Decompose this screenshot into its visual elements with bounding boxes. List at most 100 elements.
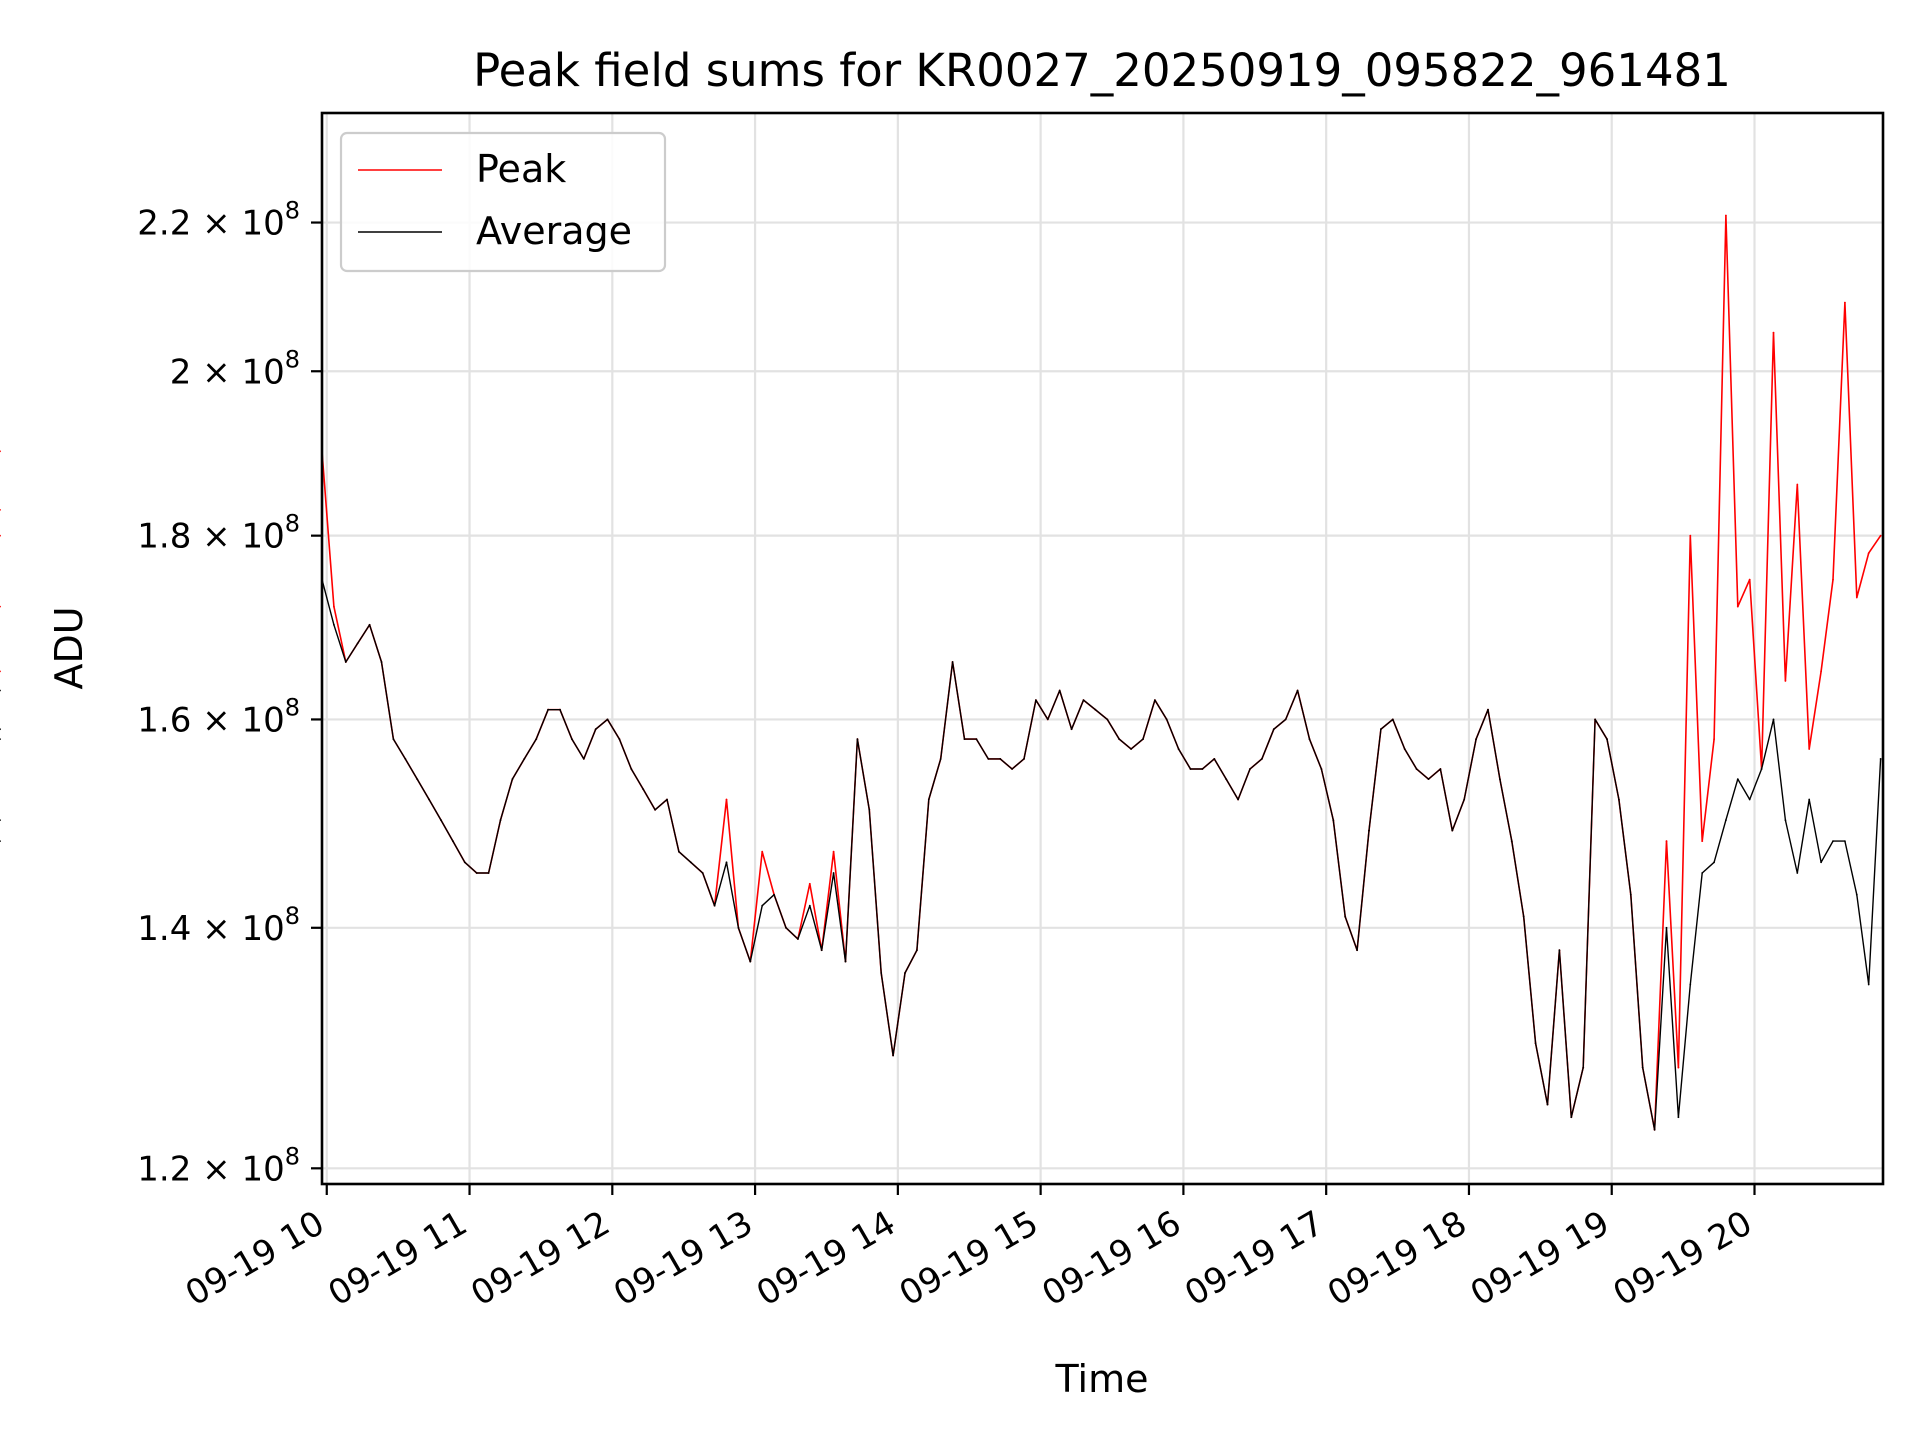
data-point-average <box>1677 1116 1680 1119</box>
data-point-average <box>594 728 597 731</box>
data-point-average <box>1023 758 1025 760</box>
data-point-average <box>1522 915 1525 918</box>
data-point-peak <box>0 509 1 511</box>
x-tick-label: 09-19 10 <box>179 1203 331 1314</box>
data-point-peak <box>0 534 1 537</box>
y-ticks: 1.2 × 108 1.4 × 108 1.6 × 108 1.8 × 108 2 × … <box>137 197 322 1189</box>
data-point-average <box>713 904 716 907</box>
x-tick-label: 09-19 14 <box>750 1203 902 1314</box>
data-point-average <box>1510 840 1513 842</box>
data-point-average <box>1106 718 1109 721</box>
data-point-average <box>0 738 1 740</box>
data-point-average <box>1796 872 1799 874</box>
x-tick-label: 09-19 15 <box>893 1203 1045 1314</box>
data-point-average <box>618 738 621 740</box>
data-point-peak <box>1772 331 1775 334</box>
data-point-average <box>678 850 680 853</box>
data-point-average <box>1832 840 1834 842</box>
data-point-average <box>1261 758 1263 760</box>
data-point-average <box>1391 718 1394 721</box>
data-point-average <box>1463 798 1466 801</box>
data-point-peak <box>1820 670 1822 673</box>
y-axis-label: ADU <box>47 606 91 689</box>
data-point-average <box>1427 778 1430 780</box>
series-line-peak <box>321 214 1882 1131</box>
plot-frame <box>320 111 1885 1186</box>
data-point-average <box>404 758 407 760</box>
data-point-peak <box>1725 214 1727 217</box>
data-point-peak <box>1677 1066 1680 1069</box>
data-point-average <box>606 718 609 721</box>
data-point-average <box>559 708 561 711</box>
data-point-average <box>820 949 823 952</box>
data-point-peak <box>1855 596 1858 599</box>
data-point-average <box>1344 915 1347 918</box>
data-point-average <box>1546 1103 1549 1106</box>
data-point-average <box>380 661 383 663</box>
data-point-average <box>1165 718 1168 721</box>
data-point-average <box>654 808 656 811</box>
data-point-average <box>487 872 490 874</box>
data-point-average <box>1070 728 1073 731</box>
data-point-average <box>1094 708 1097 711</box>
data-point-average <box>1487 708 1489 711</box>
data-point-average <box>333 623 335 626</box>
data-point-average <box>356 642 359 645</box>
data-point-average <box>1618 798 1620 801</box>
data-point-average <box>1177 748 1180 750</box>
data-point-average <box>1760 768 1763 770</box>
data-point-average <box>1011 768 1013 770</box>
data-point-average <box>892 1054 894 1057</box>
data-point-average <box>1808 798 1811 801</box>
data-point-average <box>1879 758 1882 760</box>
data-point-average <box>725 861 728 864</box>
data-point-peak <box>1701 840 1704 842</box>
data-point-average <box>1296 689 1299 692</box>
data-point-average <box>749 960 752 963</box>
data-point-average <box>1534 1042 1537 1045</box>
data-point-average <box>1725 819 1727 821</box>
data-point-average <box>1082 699 1085 701</box>
data-point-average <box>1748 798 1751 801</box>
data-point-peak <box>761 850 764 853</box>
data-point-average <box>1142 738 1144 740</box>
data-point-average <box>856 738 859 740</box>
data-point-average <box>1284 718 1287 721</box>
data-point-average <box>368 623 371 626</box>
data-point-average <box>416 778 419 780</box>
data-point-average <box>904 972 906 974</box>
data-point-average <box>701 872 704 874</box>
data-point-average <box>1130 748 1132 750</box>
data-point-peak <box>0 605 1 608</box>
data-point-average <box>1499 778 1501 780</box>
data-point-average <box>1154 699 1156 701</box>
x-tick-label: 09-19 16 <box>1036 1203 1188 1314</box>
y-tick-label: 2.2 × 108 <box>137 197 300 244</box>
chart-title: Peak field sums for KR0027_20250919_0958… <box>473 44 1731 97</box>
x-tick-label: 09-19 18 <box>1321 1203 1473 1314</box>
legend-average-label: Average <box>476 209 632 253</box>
data-point-average <box>1641 1066 1644 1069</box>
data-point-average <box>1665 926 1668 929</box>
data-point-average <box>1606 738 1608 740</box>
data-point-average <box>963 738 966 740</box>
data-point-average <box>630 768 633 770</box>
legend-peak-label: Peak <box>476 147 566 191</box>
data-point-average <box>1772 718 1775 721</box>
data-point-average <box>1380 728 1382 731</box>
data-point-average <box>1439 768 1442 770</box>
x-tick-label: 09-19 20 <box>1607 1203 1759 1314</box>
y-tick-label: 2 × 108 <box>170 345 300 392</box>
data-point-average <box>689 861 692 864</box>
data-point-peak <box>0 450 1 453</box>
data-point-peak <box>725 798 728 801</box>
data-point-average <box>1225 778 1228 780</box>
x-axis-label: Time <box>1055 1357 1149 1401</box>
data-point-average <box>1784 819 1787 821</box>
data-point-average <box>1118 738 1121 740</box>
data-point-peak <box>832 850 835 853</box>
data-point-peak <box>1748 578 1751 581</box>
data-point-peak <box>1867 552 1870 554</box>
